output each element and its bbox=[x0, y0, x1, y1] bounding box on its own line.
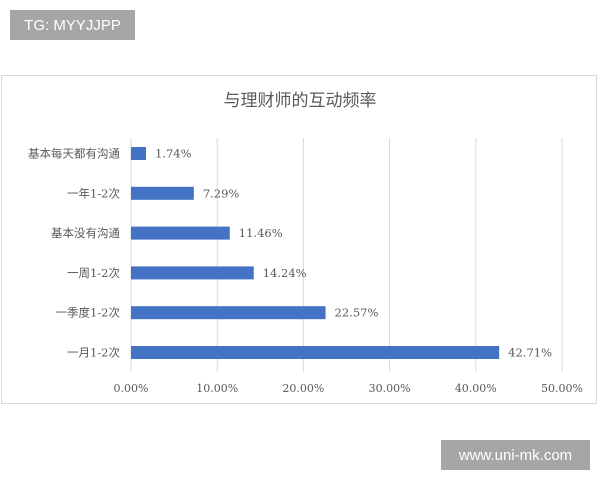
category-label: 基本没有沟通 bbox=[51, 226, 120, 240]
category-label: 基本每天都有沟通 bbox=[28, 147, 120, 161]
data-label: 7.29% bbox=[203, 186, 240, 200]
data-label: 22.57% bbox=[335, 306, 379, 320]
category-label: 一周1-2次 bbox=[67, 266, 121, 280]
bar bbox=[131, 186, 194, 200]
data-label: 11.46% bbox=[239, 226, 283, 240]
x-tick-label: 30.00% bbox=[369, 382, 411, 395]
data-label: 1.74% bbox=[155, 147, 192, 161]
bar bbox=[131, 226, 230, 240]
category-label: 一季度1-2次 bbox=[55, 306, 120, 320]
bar bbox=[131, 346, 500, 359]
watermark-top-left: TG: MYYJJPP bbox=[10, 10, 135, 40]
data-label: 14.24% bbox=[263, 266, 307, 280]
bar bbox=[131, 266, 254, 280]
chart-frame bbox=[1, 75, 597, 404]
x-tick-label: 40.00% bbox=[455, 382, 497, 395]
bar bbox=[131, 147, 146, 160]
chart-title: 与理财师的互动频率 bbox=[224, 91, 377, 111]
x-tick-label: 10.00% bbox=[196, 382, 238, 395]
data-label: 42.71% bbox=[508, 346, 552, 360]
category-label: 一年1-2次 bbox=[67, 186, 121, 200]
x-tick-label: 50.00% bbox=[541, 382, 583, 395]
x-tick-label: 20.00% bbox=[282, 382, 324, 395]
x-tick-label: 0.00% bbox=[114, 382, 149, 395]
category-label: 一月1-2次 bbox=[67, 346, 121, 360]
bar bbox=[131, 306, 326, 320]
watermark-bottom-right: www.uni-mk.com bbox=[441, 440, 590, 470]
